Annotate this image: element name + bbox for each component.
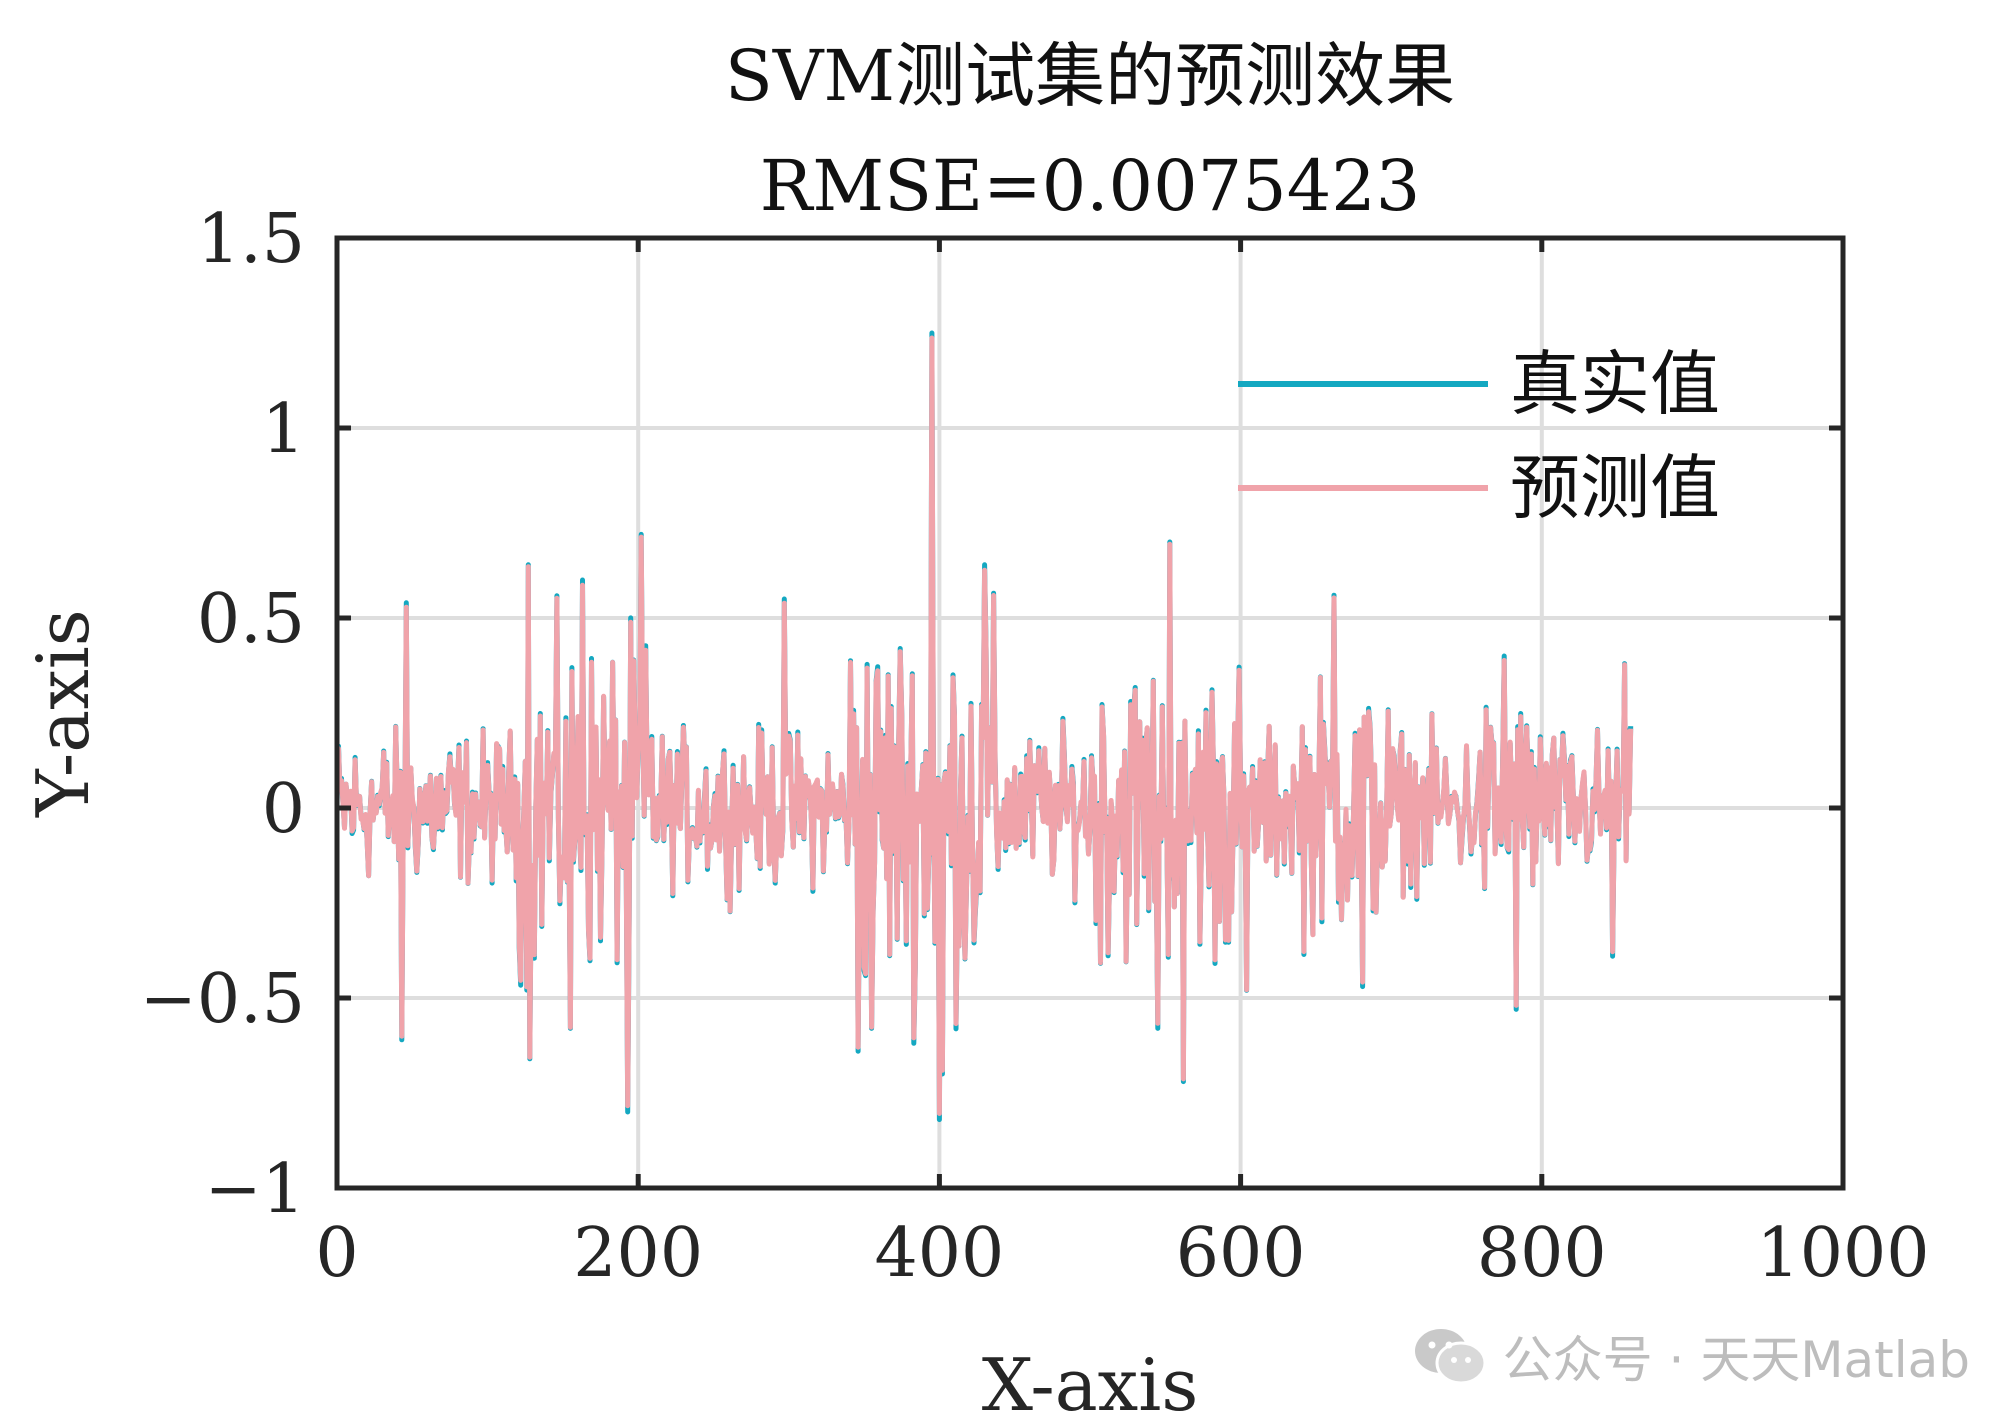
y-tick-label: 1 (262, 390, 305, 469)
y-axis-label: Y-axis (21, 609, 105, 817)
legend-label-pred: 预测值 (1510, 447, 1720, 529)
watermark: 公众号 · 天天Matlab (1411, 1320, 1970, 1392)
wechat-icon (1414, 1329, 1487, 1385)
legend-label-true: 真实值 (1510, 343, 1720, 425)
x-tick-label: 200 (573, 1214, 703, 1293)
tick-labels: 0 200 400 600 800 1000 −1 −0.5 0 0.5 1 1.5 (140, 200, 1930, 1293)
watermark-text: 公众号 · 天天Matlab (1502, 1331, 1970, 1389)
legend: 真实值 预测值 (1238, 343, 1720, 529)
y-tick-label: −1 (205, 1150, 305, 1229)
y-tick-label: 1.5 (197, 200, 305, 279)
x-tick-label: 800 (1477, 1214, 1607, 1293)
tick-marks (334, 235, 1846, 1191)
chart-subtitle: RMSE=0.0075423 (760, 145, 1421, 227)
x-axis-label: X-axis (982, 1343, 1199, 1417)
series-lines (334, 330, 1634, 1123)
x-tick-label: 1000 (1756, 1214, 1929, 1293)
axes-box (334, 235, 1846, 1191)
series-line-pred (334, 335, 1634, 1116)
y-tick-label: 0 (262, 770, 305, 849)
x-tick-label: 400 (875, 1214, 1005, 1293)
chart-title: SVM测试集的预测效果 (725, 35, 1455, 117)
x-tick-label: 600 (1176, 1214, 1306, 1293)
y-tick-label: 0.5 (197, 580, 305, 659)
x-tick-label: 0 (315, 1214, 358, 1293)
y-tick-label: −0.5 (140, 960, 305, 1039)
